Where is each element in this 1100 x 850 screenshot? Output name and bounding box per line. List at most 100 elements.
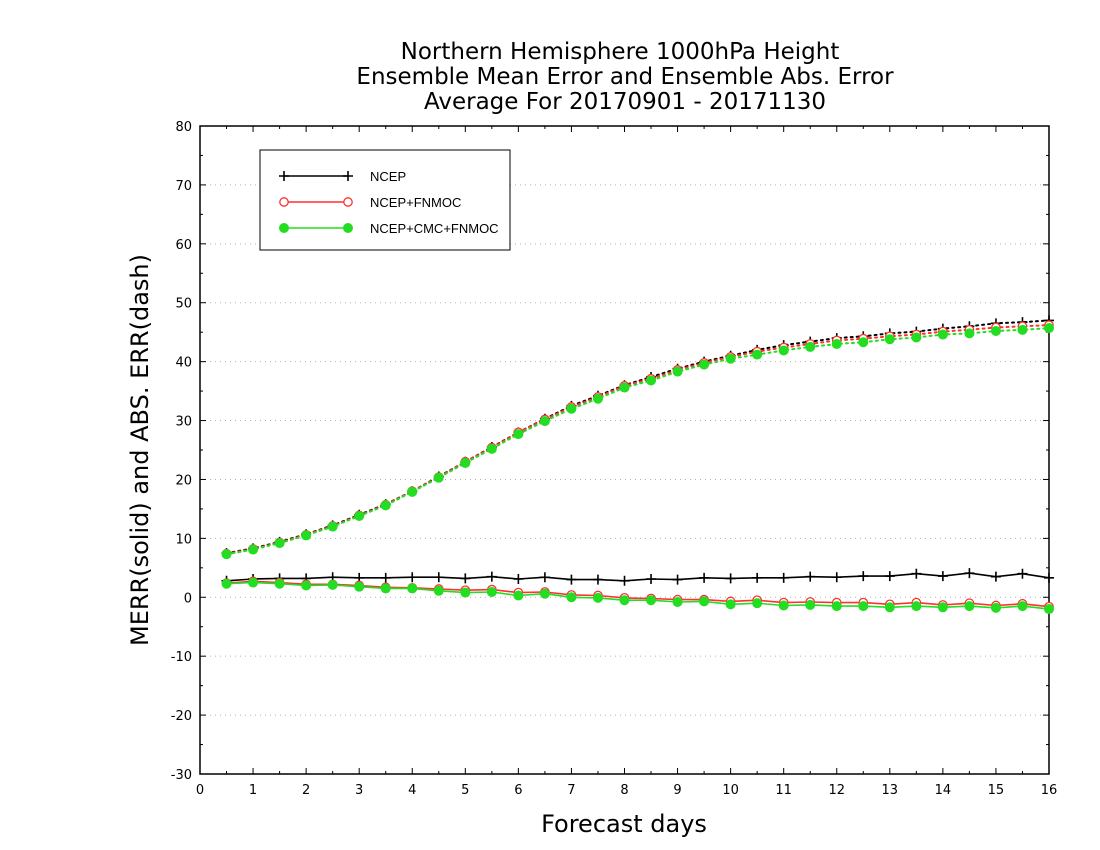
abs-err-point-ncep-cmc-fnmoc: [619, 382, 630, 393]
merr-line-ncep-fnmoc: [226, 580, 1050, 608]
x-tick-label: 10: [722, 783, 739, 798]
merr-point-ncep-cmc-fnmoc: [248, 577, 259, 588]
legend-marker-ncep-fnmoc: [343, 197, 353, 207]
legend-marker-ncep: [279, 171, 289, 181]
merr-point-ncep: [433, 572, 444, 583]
x-axis-ticks: 0 1 2 3 4 5 6 7 8 9 10 11 12 13 14 15 16: [196, 126, 1057, 798]
x-tick-label: 7: [567, 783, 575, 798]
merr-point-ncep-cmc-fnmoc: [964, 601, 975, 612]
abs-err-point-ncep-cmc-fnmoc: [274, 538, 285, 549]
merr-point-ncep-cmc-fnmoc: [354, 581, 365, 592]
merr-point-ncep: [407, 572, 418, 583]
merr-point-ncep: [937, 571, 948, 582]
x-tick-label: 2: [302, 783, 310, 798]
y-tick-label: 30: [175, 415, 192, 430]
merr-point-ncep-cmc-fnmoc: [301, 580, 312, 591]
merr-point-ncep-cmc-fnmoc: [433, 585, 444, 596]
merr-point-ncep-cmc-fnmoc: [937, 602, 948, 613]
merr-point-ncep-cmc-fnmoc: [460, 587, 471, 598]
x-tick-label: 14: [935, 783, 952, 798]
merr-point-ncep: [699, 572, 710, 583]
data-series: [221, 315, 1054, 615]
merr-point-ncep-cmc-fnmoc: [805, 599, 816, 610]
abs-err-point-ncep-cmc-fnmoc: [248, 544, 259, 555]
abs-err-line-ncep: [225, 319, 1050, 555]
merr-point-ncep: [1044, 572, 1054, 583]
merr-point-ncep-cmc-fnmoc: [725, 599, 736, 610]
y-tick-label: 50: [175, 297, 192, 312]
abs-err-point-ncep-cmc-fnmoc: [858, 337, 869, 348]
merr-point-ncep: [725, 573, 736, 584]
abs-err-point-ncep-cmc-fnmoc: [433, 472, 444, 483]
merr-point-ncep-cmc-fnmoc: [274, 578, 285, 589]
abs-err-point-ncep-cmc-fnmoc: [646, 375, 657, 386]
merr-point-ncep-cmc-fnmoc: [407, 583, 418, 594]
merr-line-ncep: [226, 572, 1050, 582]
abs-err-point-ncep-cmc-fnmoc: [937, 329, 948, 340]
merr-point-ncep: [964, 568, 975, 579]
merr-point-ncep: [990, 571, 1001, 582]
merr-point-ncep-cmc-fnmoc: [1044, 604, 1054, 615]
merr-point-ncep-cmc-fnmoc: [672, 596, 683, 607]
y-tick-label: -20: [171, 709, 192, 724]
x-tick-label: 1: [249, 783, 257, 798]
y-axis-label: MERR(solid) and ABS. ERR(dash): [126, 254, 154, 646]
legend-marker-ncep-fnmoc: [279, 197, 289, 207]
y-tick-label: -10: [171, 650, 192, 665]
title-line-3: Average For 20170901 - 20171130: [424, 89, 826, 115]
gridlines: [200, 184, 1049, 716]
x-tick-label: 9: [673, 783, 681, 798]
legend-label-ncep-fnmoc: NCEP+FNMOC: [370, 195, 461, 210]
y-tick-label: 10: [175, 532, 192, 547]
abs-err-point-ncep-cmc-fnmoc: [831, 338, 842, 349]
x-tick-label: 0: [196, 783, 204, 798]
abs-err-point-ncep-cmc-fnmoc: [354, 510, 365, 521]
merr-point-ncep-cmc-fnmoc: [752, 598, 763, 609]
x-tick-label: 13: [882, 783, 899, 798]
abs-err-point-ncep-cmc-fnmoc: [699, 359, 710, 370]
merr-point-ncep: [1017, 568, 1028, 579]
x-tick-label: 16: [1041, 783, 1058, 798]
merr-point-ncep: [486, 571, 497, 582]
abs-err-point-ncep-cmc-fnmoc: [964, 328, 975, 339]
abs-err-point-ncep-cmc-fnmoc: [805, 341, 816, 352]
abs-err-point-ncep-cmc-fnmoc: [566, 403, 577, 414]
series-ncep-cmc-fnmoc: [221, 323, 1054, 615]
abs-err-point-ncep-cmc-fnmoc: [725, 353, 736, 364]
merr-point-ncep: [539, 572, 550, 583]
merr-point-ncep: [858, 571, 869, 582]
merr-point-ncep-cmc-fnmoc: [513, 590, 524, 601]
x-tick-label: 11: [775, 783, 792, 798]
merr-line-ncep-cmc-fnmoc: [226, 581, 1050, 610]
merr-point-ncep: [884, 571, 895, 582]
legend-items: NCEP NCEP+FNMOC NCEP+CMC+FNMOC: [279, 169, 499, 236]
merr-point-ncep-cmc-fnmoc: [778, 600, 789, 611]
y-tick-label: 0: [184, 591, 192, 606]
title-line-1: Northern Hemisphere 1000hPa Height: [401, 39, 840, 65]
abs-err-point-ncep-cmc-fnmoc: [911, 332, 922, 343]
abs-err-point-ncep-cmc-fnmoc: [1044, 323, 1054, 334]
y-tick-label: 80: [175, 120, 192, 135]
merr-point-ncep-cmc-fnmoc: [884, 602, 895, 613]
x-tick-label: 15: [988, 783, 1005, 798]
x-tick-label: 4: [408, 783, 416, 798]
legend-item-ncep: NCEP: [279, 169, 406, 184]
merr-point-ncep-cmc-fnmoc: [619, 595, 630, 606]
abs-err-point-ncep-cmc-fnmoc: [884, 334, 895, 345]
abs-err-point-ncep-cmc-fnmoc: [486, 443, 497, 454]
abs-err-point-ncep-cmc-fnmoc: [327, 521, 338, 532]
x-tick-label: 12: [828, 783, 845, 798]
x-tick-label: 6: [514, 783, 522, 798]
merr-point-ncep: [619, 575, 630, 586]
abs-err-point-ncep-cmc-fnmoc: [513, 429, 524, 440]
abs-err-point-ncep-cmc-fnmoc: [407, 486, 418, 497]
merr-point-ncep-cmc-fnmoc: [1017, 601, 1028, 612]
title-line-2: Ensemble Mean Error and Ensemble Abs. Er…: [356, 64, 894, 90]
merr-point-ncep-cmc-fnmoc: [990, 602, 1001, 613]
x-tick-label: 8: [620, 783, 628, 798]
y-tick-label: 70: [175, 179, 192, 194]
y-tick-label: -30: [171, 768, 192, 783]
merr-point-ncep: [805, 571, 816, 582]
merr-point-ncep: [778, 572, 789, 583]
x-tick-label: 3: [355, 783, 363, 798]
